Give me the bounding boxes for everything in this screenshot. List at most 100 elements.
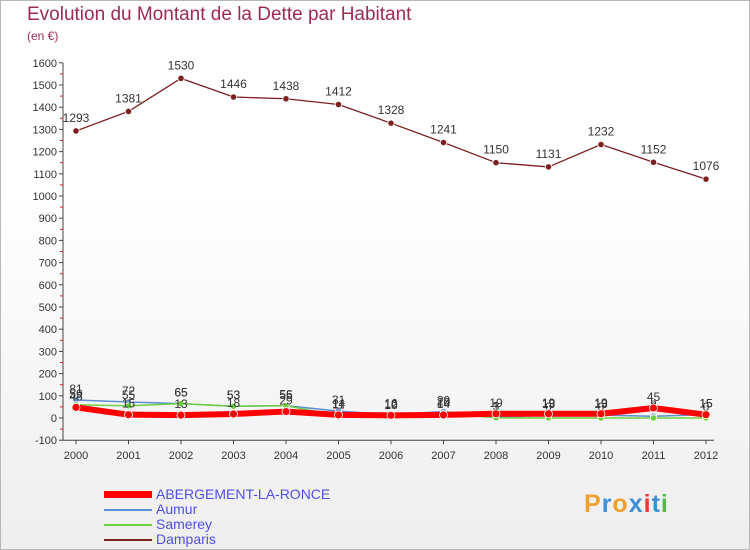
data-point [439,410,448,420]
y-tick-label: 600 [39,280,57,292]
legend-swatch-damparis [104,539,152,541]
data-point [124,402,133,410]
data-label: 19 [594,396,608,410]
data-label: 1 [493,400,500,414]
data-label: 15 [699,397,713,411]
data-label: 0 [703,400,710,414]
y-tick-label: 1100 [33,169,57,181]
data-point [596,409,606,419]
logo-letter: x [628,490,644,518]
data-point [649,158,658,166]
data-label: 13 [174,397,188,411]
data-point [71,402,81,412]
y-tick-label: 500 [39,302,57,314]
legend-label-damparis: Damparis [156,531,216,547]
data-label: 65 [174,386,188,400]
y-tick-label: 1500 [33,80,57,92]
data-label: 81 [69,382,83,396]
x-tick-label: 2006 [379,450,403,462]
y-tick-label: 1400 [33,102,57,114]
data-point [281,407,291,416]
data-label: 1131 [536,147,562,161]
data-label: 19 [542,396,556,410]
legend-swatch-abergement [104,491,152,498]
x-tick-label: 2010 [589,450,613,462]
data-label: 29 [279,394,293,408]
data-label: 1381 [115,91,142,105]
logo-letter: r [601,490,613,518]
data-label: 53 [227,388,241,402]
y-tick-label: 100 [39,391,57,403]
data-label: 11 [332,398,345,412]
data-label: 12 [384,397,398,411]
data-label: 15 [122,397,136,411]
series-damparis: 1293 1381 1530 1446 1438 1412 1328 1241 1150 1131… [63,58,720,183]
data-point [124,410,133,420]
data-label: 1152 [641,142,667,156]
y-tick-label: -100 [35,435,57,447]
y-tick-label: 800 [39,235,57,247]
x-tick-label: 2012 [694,450,718,462]
data-label: 1232 [588,124,615,138]
logo-letter: i [643,490,652,518]
data-point [701,410,711,420]
chart-title: Evolution du Montant de la Dette par Hab… [27,4,412,25]
logo-letter: t [651,490,661,518]
y-tick-label: 400 [39,324,57,336]
data-label: 1293 [63,111,90,125]
legend-swatch-aumur [104,509,152,511]
logo-letter: i [660,490,669,518]
y-tick-label: 300 [39,346,57,358]
data-label: 1328 [378,103,405,117]
data-label: 53 [227,388,241,402]
data-label: 1438 [273,79,300,93]
data-point [544,163,553,171]
data-point [649,414,658,422]
y-tick-label: 1300 [33,124,57,136]
data-point [229,409,238,419]
data-label: 55 [279,388,293,402]
data-point [334,410,343,420]
data-point [124,107,133,116]
data-label: 18 [227,396,241,410]
x-tick-label: 2007 [431,450,455,462]
y-tick-label: 200 [39,369,57,381]
y-tick-label: 1000 [33,191,57,203]
data-label: 48 [69,389,83,403]
data-label: 10 [384,398,398,412]
x-tick-label: 2002 [169,450,193,462]
data-label: 59 [69,387,83,401]
data-point [176,410,186,420]
data-label: 19 [489,396,503,410]
data-label: 15 [699,397,713,411]
x-tick-label: 2008 [484,450,508,462]
legend-label-samerey: Samerey [156,516,213,532]
x-tick-label: 2005 [326,450,350,462]
y-tick-label: 700 [39,258,57,270]
chart-subtitle: (en €) [27,29,59,43]
data-label: 1241 [430,122,457,136]
data-label: 55 [122,388,136,402]
x-tick-label: 2011 [642,450,666,462]
data-label: 1150 [483,143,509,157]
y-tick-label: 0 [51,413,57,425]
data-point [229,402,238,410]
data-label: 16 [384,396,398,410]
data-point [702,175,710,183]
data-label: 1076 [693,159,720,173]
data-label: 3 [493,399,500,413]
data-point [597,140,605,149]
data-point [177,399,185,408]
data-label: 0 [545,400,552,414]
data-label: 0 [598,400,605,414]
data-label: 1446 [220,77,247,91]
logo-letter: P [584,490,602,518]
x-tick-label: 2009 [536,450,560,462]
x-tick-label: 2004 [274,450,298,462]
data-label: 31 [332,393,346,407]
data-point [649,403,658,413]
data-point [334,100,343,109]
